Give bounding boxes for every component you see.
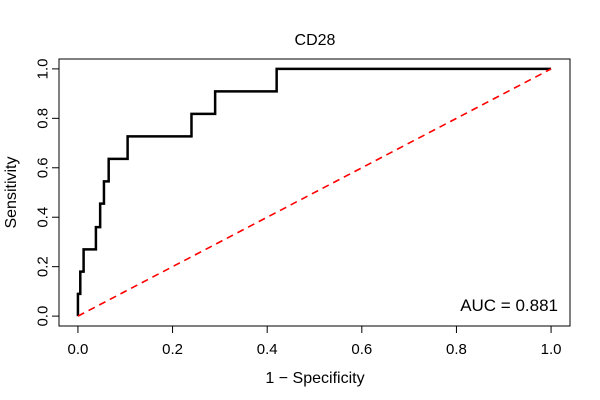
- chart-title: CD28: [295, 32, 336, 49]
- y-tick-label: 0.8: [35, 108, 52, 129]
- x-axis-label: 1 − Specificity: [265, 370, 364, 387]
- x-tick-label: 0.4: [257, 341, 278, 358]
- y-tick-label: 1.0: [35, 58, 52, 79]
- reference-diagonal-line: [77, 68, 552, 317]
- y-axis-label: Sensitivity: [3, 156, 20, 228]
- series-layer: [76, 67, 552, 317]
- x-axis: 0.0 0.2 0.4 0.6 0.8 1.0: [67, 325, 562, 358]
- y-tick-label: 0.4: [35, 207, 52, 228]
- x-tick-label: 0.8: [446, 341, 467, 358]
- y-axis: 0.0 0.2 0.4 0.6 0.8 1.0: [35, 58, 60, 327]
- y-tick-label: 0.2: [35, 256, 52, 277]
- auc-annotation: AUC = 0.881: [460, 296, 558, 315]
- roc-curve-line: [76, 67, 552, 317]
- x-tick-label: 0.6: [351, 341, 372, 358]
- y-tick-label: 0.6: [35, 157, 52, 178]
- x-tick-label: 0.0: [67, 341, 88, 358]
- y-tick-label: 0.0: [35, 306, 52, 327]
- x-tick-label: 1.0: [541, 341, 562, 358]
- x-tick-label: 0.2: [162, 341, 183, 358]
